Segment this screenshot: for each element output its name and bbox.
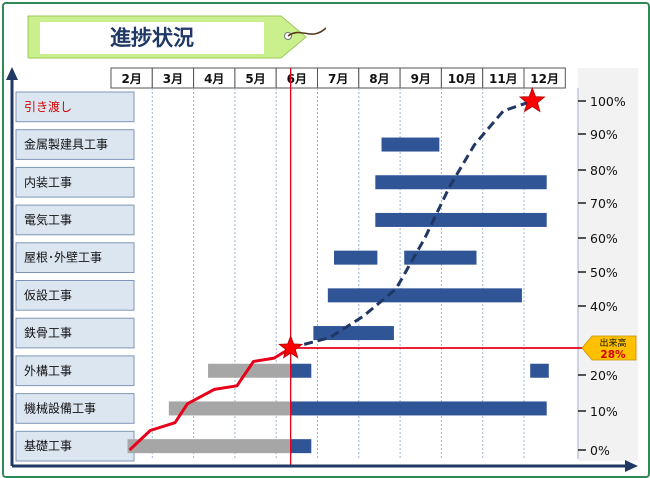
tag-string-icon	[287, 27, 327, 37]
y-tick-label: 50%	[590, 265, 618, 280]
task-label: 鉄骨工事	[24, 325, 72, 340]
task-label: 仮設工事	[24, 287, 72, 302]
progress-badge	[581, 335, 637, 361]
y-tick-label: 80%	[590, 163, 618, 178]
task-label-box	[15, 204, 135, 236]
planned-task-bar	[404, 250, 477, 265]
progress-badge-value: 28%	[600, 349, 626, 361]
planned-task-bar	[290, 363, 312, 378]
done-task-bar	[168, 401, 291, 416]
month-label: 12月	[530, 72, 559, 86]
task-label-box	[15, 242, 135, 274]
planned-task-bar	[375, 212, 547, 227]
task-label: 基礎工事	[24, 439, 72, 453]
task-label: 外構工事	[24, 364, 72, 378]
task-label-box	[15, 430, 135, 462]
task-label-box	[15, 317, 135, 349]
current-star-icon	[278, 334, 304, 359]
task-label-box	[15, 280, 135, 311]
month-label: 5月	[245, 72, 265, 86]
month-label: 11月	[489, 72, 518, 86]
month-label: 10月	[448, 72, 477, 86]
month-label: 2月	[121, 72, 141, 86]
month-label: 6月	[287, 72, 307, 86]
month-label: 7月	[328, 72, 348, 86]
y-tick-label: 60%	[590, 231, 618, 246]
y-tick-label: 10%	[590, 404, 618, 419]
y-axis-arrow-icon	[6, 67, 18, 80]
month-header-cell	[523, 67, 566, 89]
gantt-chart: 2月 3月 4月 5月 6月 7月 8月 9月 10月 11月 12月引き渡し金属製建具工事内装工事…	[6, 67, 638, 472]
y-tick-label: 100%	[590, 94, 626, 109]
x-axis-arrow-icon	[625, 460, 638, 472]
task-label-box	[15, 166, 135, 198]
y-tick-label: 90%	[590, 127, 618, 142]
y-tick-label: 20%	[590, 368, 618, 383]
task-label: 電気工事	[24, 212, 72, 227]
task-label: 引き渡し	[24, 99, 72, 114]
task-label: 内装工事	[24, 175, 72, 189]
month-label: 4月	[204, 72, 224, 86]
y-tick-label: 70%	[590, 196, 618, 211]
handover-star-icon	[518, 86, 546, 113]
planned-progress-curve	[290, 99, 533, 350]
done-task-bar	[208, 363, 291, 378]
task-label-box	[15, 91, 135, 123]
planned-task-bar	[327, 288, 522, 303]
month-label: 8月	[369, 72, 389, 86]
planned-task-bar	[381, 137, 440, 152]
done-task-bar	[127, 439, 291, 454]
chart-title: 進捗状況	[110, 26, 194, 50]
planned-task-bar	[375, 175, 547, 190]
planned-task-bar	[334, 250, 378, 265]
right-axis-panel	[578, 68, 638, 461]
progress-badge-label: 出来高	[599, 337, 626, 349]
task-label-box	[15, 129, 135, 160]
y-tick-label: 40%	[590, 299, 618, 314]
planned-task-bar	[290, 439, 312, 454]
month-label: 9月	[411, 72, 431, 86]
task-label: 屋根･外壁工事	[24, 250, 102, 265]
task-label: 金属製建具工事	[24, 137, 108, 152]
planned-task-bar	[290, 401, 547, 416]
task-label-box	[15, 393, 135, 424]
actual-progress-line	[128, 346, 292, 452]
planned-task-bar	[530, 363, 549, 378]
task-label: 機械設備工事	[24, 400, 96, 415]
task-label-box	[15, 355, 135, 387]
title-tag: 進捗状況	[26, 12, 327, 62]
month-label: 3月	[163, 72, 183, 86]
y-tick-label: 0%	[590, 443, 610, 458]
